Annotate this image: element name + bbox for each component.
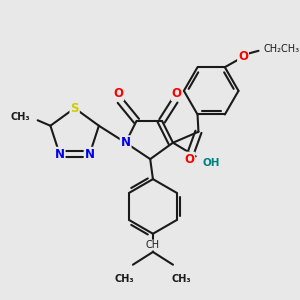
Text: N: N <box>55 148 65 161</box>
Text: S: S <box>70 102 79 115</box>
Text: CH₃: CH₃ <box>11 112 30 122</box>
Text: CH₂CH₃: CH₂CH₃ <box>263 44 299 54</box>
Text: O: O <box>113 87 123 100</box>
Text: N: N <box>121 136 130 149</box>
Text: O: O <box>172 87 182 100</box>
Text: OH: OH <box>202 158 220 168</box>
Text: CH₃: CH₃ <box>115 274 134 284</box>
Text: O: O <box>184 153 194 166</box>
Text: CH: CH <box>146 240 160 250</box>
Text: N: N <box>85 148 94 161</box>
Text: O: O <box>238 50 248 63</box>
Text: CH₃: CH₃ <box>171 274 191 284</box>
